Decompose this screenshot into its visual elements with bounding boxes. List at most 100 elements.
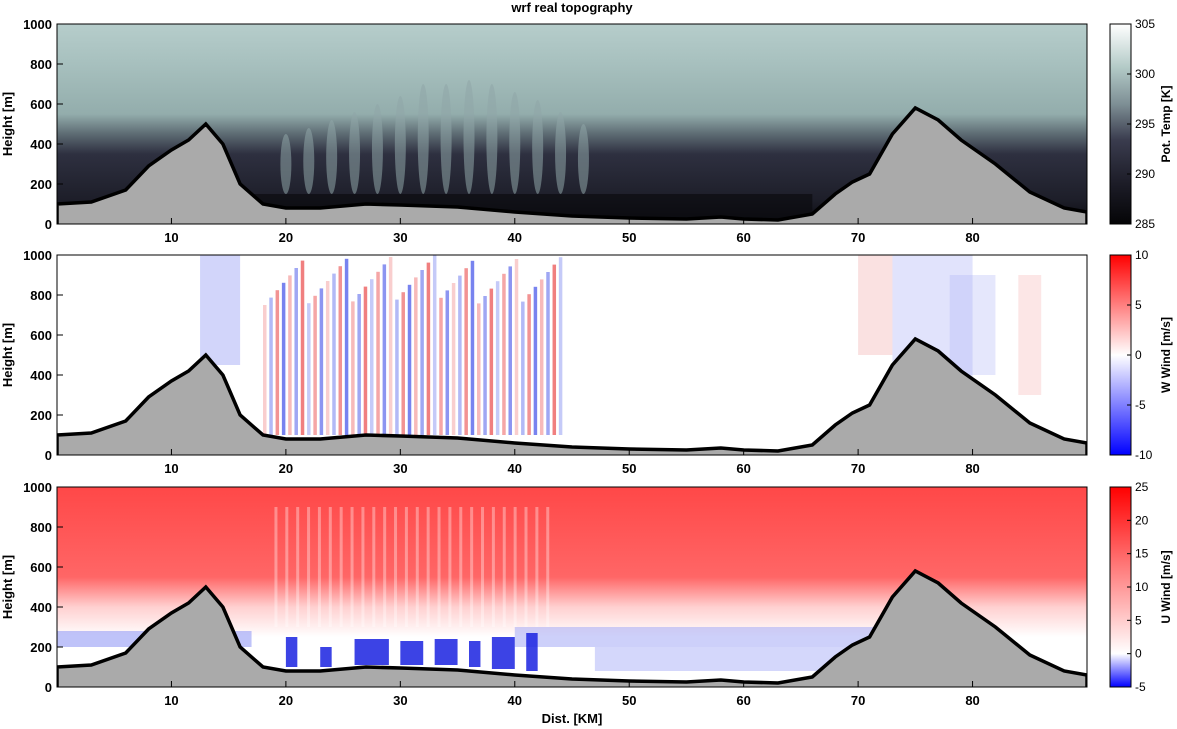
w-wind-stripe [527, 294, 531, 435]
reverse-flow-cell [434, 639, 458, 665]
reverse-flow-cell [400, 641, 424, 665]
x-tick-label: 30 [393, 230, 407, 245]
x-ticks: 10 20 30 40 50 60 70 80 [164, 218, 980, 245]
wave-streak [404, 507, 408, 627]
wave-streak [491, 507, 495, 627]
w-wind-stripe [332, 273, 336, 435]
colorbar-ticks: -10 -5 0 5 10 [1127, 248, 1153, 462]
wave-streak [296, 507, 300, 627]
wave-plume [555, 112, 567, 194]
colorbar-tick-label: 300 [1135, 67, 1155, 81]
colorbar-tick-label: -5 [1135, 680, 1146, 694]
w-wind-stripe [288, 275, 292, 435]
w-wind-stripe [514, 259, 519, 435]
x-tick-label: 10 [164, 230, 178, 245]
panel-potential-temperature: 0 200 400 600 800 1000 10 20 30 40 50 60 70 80 Heigh… [0, 17, 1173, 245]
colorbar-tick-label: 10 [1135, 580, 1149, 594]
w-wind-stripe [357, 294, 361, 435]
colorbar-label: Pot. Temp [K] [1159, 85, 1173, 162]
w-wind-stripe [281, 282, 286, 435]
w-wind-stripe [325, 281, 330, 435]
x-tick-label: 20 [279, 461, 293, 476]
x-tick-label: 30 [393, 461, 407, 476]
colorbar-label: U Wind [m/s] [1159, 550, 1173, 623]
y-ticks: 0 200 400 600 800 1000 [23, 248, 63, 463]
y-ticks: 0 200 400 600 800 1000 [23, 17, 63, 232]
x-tick-label: 60 [736, 461, 750, 476]
wave-streak [317, 507, 321, 627]
wave-streak [470, 507, 474, 627]
w-wind-stripe [338, 266, 343, 435]
w-wind-stripe [508, 266, 512, 435]
y-tick-label: 400 [30, 368, 52, 383]
reverse-flow-region [514, 627, 916, 647]
x-tick-label: 70 [851, 461, 865, 476]
y-tick-label: 800 [30, 520, 52, 535]
w-wind-stripe [470, 260, 475, 435]
y-tick-label: 200 [30, 177, 52, 192]
x-tick-label: 40 [508, 230, 522, 245]
reverse-flow-cell [469, 641, 481, 667]
w-wind-stripe [370, 279, 374, 435]
w-wind-stripe [420, 270, 424, 435]
colorbar-tick-label: 15 [1135, 547, 1149, 561]
w-wind-stripe [558, 257, 563, 435]
w-wind-stripe [376, 271, 380, 435]
reverse-flow-cell [285, 637, 298, 667]
w-wind-stripe [426, 262, 431, 435]
w-wind-stripe [363, 286, 368, 435]
w-wind-region [858, 255, 893, 355]
w-wind-stripe [313, 295, 317, 435]
wave-plume [371, 104, 383, 194]
wave-plume [394, 96, 406, 194]
x-tick-label: 70 [851, 693, 865, 708]
w-wind-stripe [401, 292, 405, 435]
w-wind-stripe [432, 255, 437, 435]
x-tick-label: 40 [508, 461, 522, 476]
wave-streak [502, 507, 506, 627]
w-wind-stripe [407, 284, 412, 435]
w-wind-stripe [533, 286, 538, 435]
x-tick-label: 60 [736, 693, 750, 708]
w-wind-stripe [382, 264, 387, 435]
w-wind-stripe [275, 290, 280, 435]
w-wind-stripe [294, 268, 298, 435]
w-wind-stripe [495, 281, 500, 435]
reverse-flow-cell [526, 633, 538, 671]
wave-plume [417, 84, 429, 194]
w-wind-stripe [319, 288, 324, 435]
wave-plume [440, 84, 452, 194]
y-tick-label: 400 [30, 137, 52, 152]
colorbar-tick-label: 10 [1135, 248, 1149, 262]
w-wind-stripe [521, 301, 525, 435]
wave-streak [535, 507, 539, 627]
w-wind-stripe [263, 305, 267, 435]
x-ticks: 10 20 30 40 50 60 70 80 [164, 681, 980, 708]
w-wind-stripe [269, 297, 273, 435]
x-tick-label: 30 [393, 693, 407, 708]
x-tick-label: 50 [622, 230, 636, 245]
y-tick-label: 0 [45, 448, 52, 463]
wave-plume [486, 84, 498, 194]
reverse-flow-cell [320, 647, 332, 667]
wave-plume [303, 128, 315, 194]
plot-frame [56, 254, 1088, 456]
y-tick-label: 800 [30, 288, 52, 303]
wave-plume [509, 92, 521, 194]
x-tick-label: 70 [851, 230, 865, 245]
colorbar-ticks: -5 0 5 10 15 20 25 [1127, 480, 1149, 694]
wave-streak [415, 507, 419, 627]
y-tick-label: 600 [30, 97, 52, 112]
reverse-flow-cell [491, 637, 515, 669]
wave-streak [459, 507, 463, 627]
colorbar-tick-label: 25 [1135, 480, 1149, 494]
figure-title: wrf real topography [510, 0, 633, 15]
wave-plume [280, 134, 292, 194]
y-tick-label: 600 [30, 560, 52, 575]
colorbar-tick-label: 285 [1135, 217, 1155, 231]
w-wind-stripe [546, 272, 550, 435]
wave-streak [524, 507, 528, 627]
w-wind-stripe [502, 273, 506, 435]
